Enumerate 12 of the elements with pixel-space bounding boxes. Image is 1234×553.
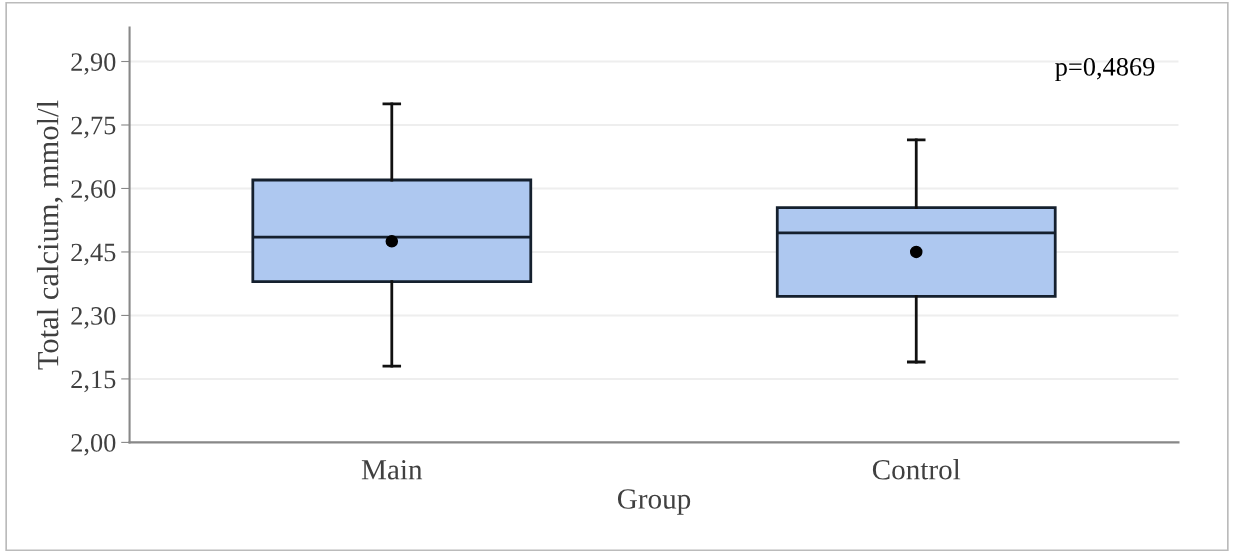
y-tick-label: 2,00 [71,434,116,456]
y-axis-title: Total calcium, mmol/l [36,100,63,370]
x-tick-label: Main [361,459,423,480]
x-axis-title: Group [617,489,691,515]
y-tick-label: 2,60 [71,180,116,202]
annotation: p=0,4869 [1055,57,1155,82]
y-tick-label: 2,45 [71,243,116,266]
y-tick-label: 2,75 [71,116,116,139]
y-tick-label: 2,90 [71,53,116,75]
x-tick-label: Control [872,459,961,480]
y-tick-label: 2,15 [71,370,116,393]
y-tick-label: 2,30 [71,307,116,329]
